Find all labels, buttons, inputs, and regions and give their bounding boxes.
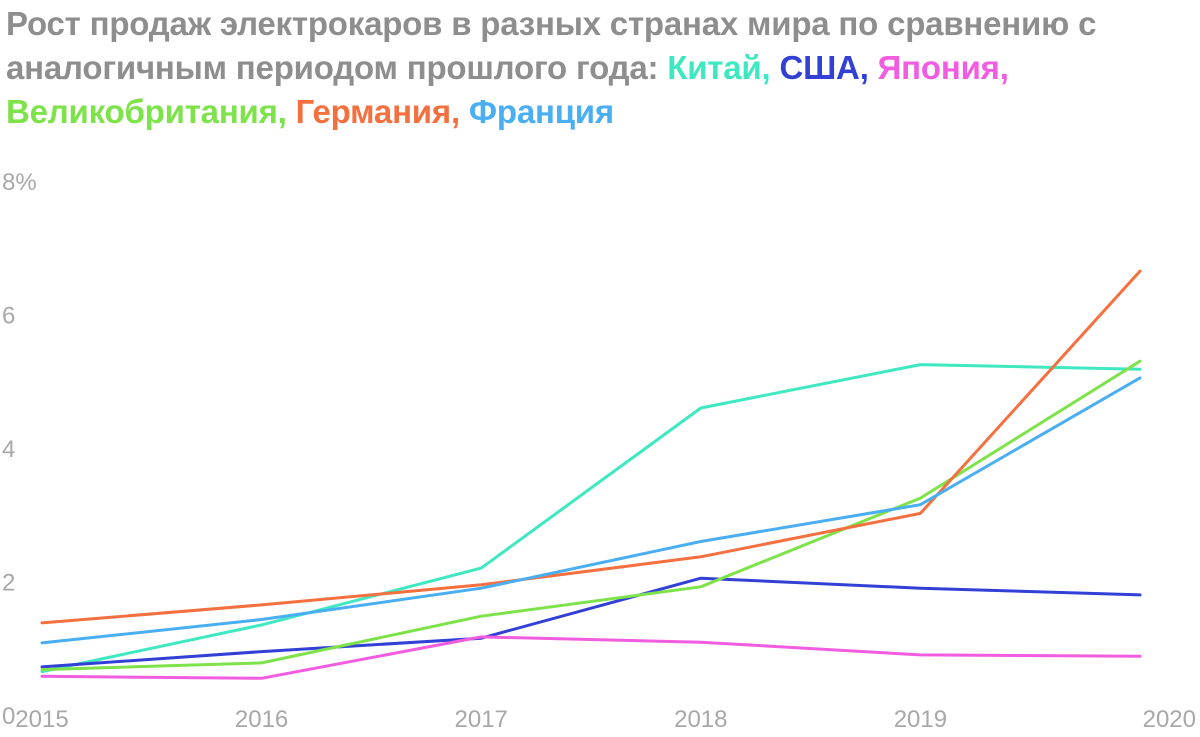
title-legend-japan: Япония, xyxy=(878,49,1009,86)
legend-separator: , xyxy=(761,49,780,86)
y-tick-label: 2 xyxy=(2,570,15,597)
x-tick-label: 2016 xyxy=(235,706,288,733)
legend-uk-label: Великобритания xyxy=(6,93,278,130)
x-axis-ticks: 2015 2016 2017 2018 2019 2020 xyxy=(15,706,1196,733)
series-line-3 xyxy=(40,359,1142,672)
x-tick-label: 2020 xyxy=(1143,706,1196,733)
series-line-5 xyxy=(40,376,1142,645)
legend-germany-label: Германия xyxy=(295,93,452,130)
title-legend-germany: Германия, xyxy=(296,93,469,130)
y-tick-label: 4 xyxy=(2,436,15,463)
title-legend-uk: Великобритания, xyxy=(6,93,296,130)
x-tick-label: 2018 xyxy=(674,706,727,733)
y-tick-label: 8% xyxy=(2,169,37,196)
chart-title-prefix: Рост продаж электрокаров в разных страна… xyxy=(6,5,1097,86)
title-legend-france: Франция xyxy=(469,93,614,130)
legend-japan-label: Япония xyxy=(877,49,1000,86)
x-tick-label: 2017 xyxy=(455,706,508,733)
x-tick-label: 2019 xyxy=(894,706,947,733)
series-lines xyxy=(40,269,1142,680)
y-tick-label: 6 xyxy=(2,303,15,330)
x-tick-label: 2015 xyxy=(15,706,68,733)
y-axis-ticks: 0 2 4 6 8% xyxy=(2,169,37,730)
series-line-0 xyxy=(40,363,1142,674)
legend-separator: , xyxy=(277,93,296,130)
y-tick-label: 0 xyxy=(2,703,15,730)
series-line-4 xyxy=(40,269,1142,625)
legend-usa-label: США xyxy=(779,49,860,86)
legend-separator: , xyxy=(450,93,469,130)
title-legend-china: Китай, xyxy=(667,49,779,86)
series-line-2 xyxy=(40,635,1142,680)
legend-china-label: Китай xyxy=(667,49,762,86)
chart-title: Рост продаж электрокаров в разных страна… xyxy=(6,2,1196,134)
series-line-1 xyxy=(40,576,1142,669)
legend-france-label: Франция xyxy=(468,93,614,130)
legend-separator: , xyxy=(999,49,1009,86)
title-legend-usa: США, xyxy=(779,49,877,86)
legend-separator: , xyxy=(859,49,878,86)
